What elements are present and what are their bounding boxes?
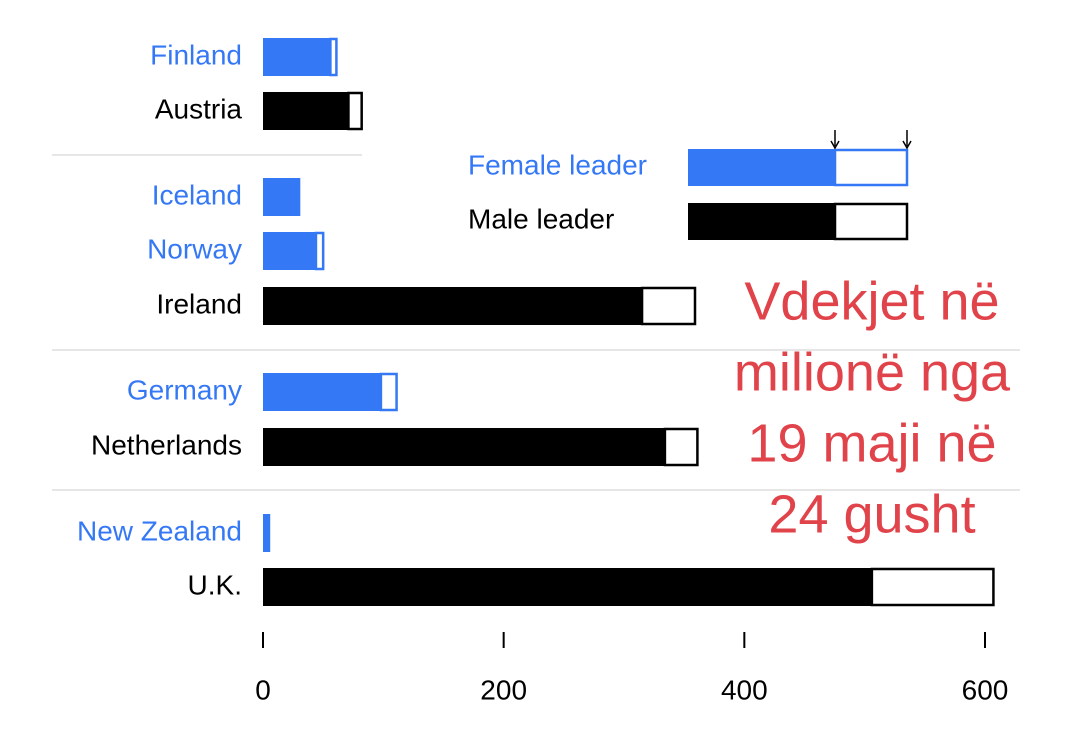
legend-swatch	[688, 149, 835, 186]
bar-segment	[263, 514, 271, 552]
legend-label: Male leader	[468, 203, 614, 234]
category-label: Germany	[127, 374, 242, 405]
bar-segment	[263, 92, 349, 130]
category-label: Ireland	[156, 288, 242, 319]
category-label: Finland	[150, 39, 242, 70]
x-tick-label: 400	[721, 674, 768, 705]
x-tick-label: 200	[480, 674, 527, 705]
bar-segment	[263, 373, 381, 411]
bar-segment	[870, 567, 995, 607]
legend-swatch-outline	[833, 148, 909, 187]
category-label: Iceland	[152, 179, 242, 210]
bar-segment	[263, 568, 872, 606]
bar-segment	[314, 231, 325, 271]
category-label: Netherlands	[91, 429, 242, 460]
bar-segment	[329, 37, 338, 77]
bar-segment	[663, 427, 699, 467]
legend-swatch-outline	[833, 202, 909, 241]
category-label: Austria	[155, 93, 243, 124]
legend-label: Female leader	[468, 149, 647, 180]
bar-segment	[263, 178, 301, 216]
legend-arrowhead	[902, 140, 912, 150]
legend-swatch	[688, 203, 835, 240]
bar-segment	[379, 372, 398, 412]
bar-segment	[263, 428, 665, 466]
bar-segment	[263, 287, 643, 325]
bar-segment	[263, 38, 331, 76]
legend-arrowhead	[830, 140, 840, 150]
annotation: milionë nga	[734, 342, 1011, 402]
x-tick-label: 600	[962, 674, 1009, 705]
bar-segment	[347, 91, 363, 131]
annotation: Vdekjet në	[744, 271, 999, 331]
category-label: Norway	[147, 233, 242, 264]
annotation: 19 maji në	[747, 413, 996, 473]
category-label: U.K.	[188, 569, 242, 600]
bar-segment	[263, 232, 316, 270]
category-label: New Zealand	[77, 515, 242, 546]
annotation: 24 gusht	[768, 484, 975, 544]
bar-segment	[640, 286, 697, 326]
x-tick-label: 0	[255, 674, 271, 705]
